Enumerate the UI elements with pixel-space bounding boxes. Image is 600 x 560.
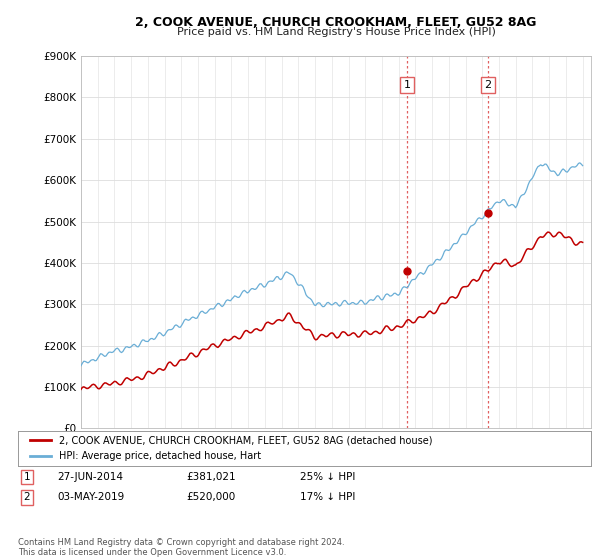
Text: Contains HM Land Registry data © Crown copyright and database right 2024.
This d: Contains HM Land Registry data © Crown c… [18, 538, 344, 557]
Text: 03-MAY-2019: 03-MAY-2019 [57, 492, 124, 502]
Text: 2: 2 [484, 80, 491, 90]
Text: 17% ↓ HPI: 17% ↓ HPI [300, 492, 355, 502]
Text: 1: 1 [403, 80, 410, 90]
Text: 1: 1 [23, 472, 31, 482]
Text: £381,021: £381,021 [186, 472, 236, 482]
Text: 2, COOK AVENUE, CHURCH CROOKHAM, FLEET, GU52 8AG: 2, COOK AVENUE, CHURCH CROOKHAM, FLEET, … [136, 16, 536, 29]
Text: £520,000: £520,000 [186, 492, 235, 502]
Text: 25% ↓ HPI: 25% ↓ HPI [300, 472, 355, 482]
Text: 2: 2 [23, 492, 31, 502]
Text: 27-JUN-2014: 27-JUN-2014 [57, 472, 123, 482]
Legend: 2, COOK AVENUE, CHURCH CROOKHAM, FLEET, GU52 8AG (detached house), HPI: Average : 2, COOK AVENUE, CHURCH CROOKHAM, FLEET, … [26, 432, 436, 465]
Text: Price paid vs. HM Land Registry's House Price Index (HPI): Price paid vs. HM Land Registry's House … [176, 27, 496, 37]
